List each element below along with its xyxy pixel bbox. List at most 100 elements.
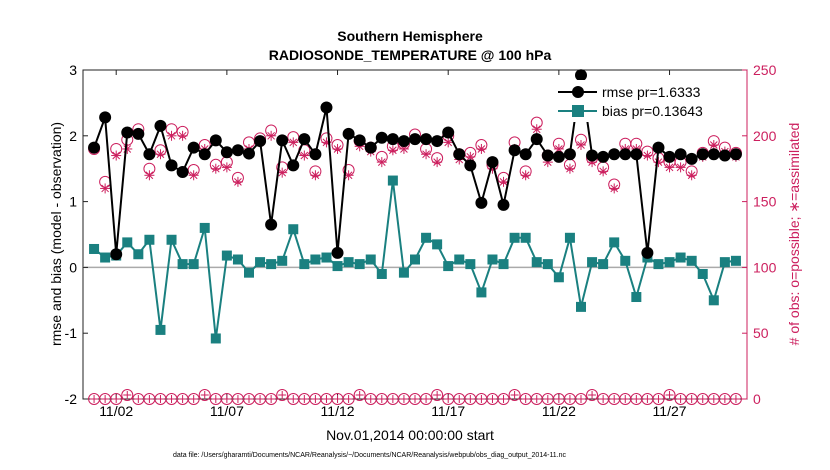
obs-assimilated-point — [443, 137, 454, 148]
asterisk-stroke — [577, 141, 585, 149]
rmse-point — [464, 159, 477, 172]
rmse-point — [530, 133, 543, 146]
left-y-tick-label: -1 — [65, 325, 78, 341]
obs-bottom-assimilated-point — [256, 395, 265, 403]
obs-bottom-assimilated-point — [300, 395, 309, 403]
asterisk-stroke — [687, 171, 696, 180]
obs-bottom-assimilated-point — [455, 395, 464, 403]
legend-rmse-marker — [572, 86, 584, 98]
obs-assimilated-point — [609, 183, 620, 194]
bias-point — [631, 292, 642, 303]
bias-point — [609, 237, 620, 248]
asterisk-stroke — [599, 167, 607, 176]
right-y-tick-label: 150 — [753, 194, 777, 210]
rmse-point — [420, 133, 433, 146]
bias-point — [421, 232, 432, 243]
asterisk-stroke — [167, 131, 176, 140]
bias-point — [332, 261, 343, 272]
obs-bottom-assimilated-point — [411, 395, 419, 403]
bias-point — [509, 232, 520, 243]
rmse-point — [718, 149, 731, 162]
obs-assimilated-point — [210, 163, 221, 174]
plot-area — [82, 69, 748, 400]
bias-point — [122, 237, 133, 248]
rmse-point — [597, 150, 610, 163]
rmse-point — [276, 134, 289, 147]
rmse-point — [88, 141, 101, 154]
left-y-tick-label: -2 — [65, 391, 78, 407]
bias-point — [387, 175, 398, 186]
asterisk-stroke — [234, 178, 242, 186]
obs-bottom-assimilated-point — [698, 395, 707, 403]
x-tick-label: 11/17 — [431, 403, 465, 419]
obs-bottom-possible-point — [663, 389, 676, 401]
asterisk-stroke — [422, 150, 430, 159]
obs-bottom-assimilated-point — [665, 391, 674, 399]
obs-assimilated-point — [177, 130, 188, 141]
obs-assimilated-point — [188, 170, 199, 181]
bias-point — [199, 222, 210, 233]
rmse-point — [309, 148, 322, 161]
rmse-point — [375, 131, 388, 144]
obs-bottom-assimilated-point — [599, 395, 608, 403]
obs-assimilated-point — [708, 140, 719, 151]
obs-bottom-assimilated-point — [444, 395, 453, 403]
legend-rmse-label: rmse pr=1.6333 — [602, 84, 701, 100]
rmse-point — [431, 135, 444, 148]
left-y-axis-label: rmse and bias (model - observation) — [48, 122, 64, 346]
chart-title-line2: RADIOSONDE_TEMPERATURE @ 100 hPa — [269, 47, 552, 63]
asterisk-stroke — [289, 138, 298, 147]
bias-point — [432, 239, 443, 250]
asterisk-stroke — [311, 171, 320, 180]
obs-assimilated-point — [100, 183, 111, 194]
obs-bottom-assimilated-point — [112, 395, 121, 403]
bias-point — [310, 254, 321, 265]
obs-bottom-assimilated-point — [245, 395, 253, 403]
obs-bottom-assimilated-point — [90, 395, 99, 403]
bias-point — [675, 252, 686, 263]
x-tick-label: 11/07 — [210, 403, 244, 419]
bias-point — [620, 255, 631, 266]
bias-point — [708, 295, 719, 306]
bias-point — [166, 234, 177, 245]
legend-box — [553, 80, 743, 122]
rmse-point — [342, 127, 355, 140]
asterisk-stroke — [676, 163, 685, 172]
left-y-tick-label: 1 — [69, 194, 77, 210]
bias-point — [343, 257, 354, 268]
obs-bottom-series — [88, 389, 742, 405]
bias-point — [155, 324, 166, 335]
asterisk-stroke — [555, 145, 563, 153]
obs-bottom-assimilated-point — [554, 395, 563, 403]
obs-bottom-assimilated-point — [366, 395, 375, 403]
obs-bottom-assimilated-point — [532, 395, 541, 403]
rmse-point — [386, 133, 399, 146]
left-y-tick-label: 3 — [69, 62, 77, 78]
rmse-point — [442, 126, 455, 139]
bias-point — [542, 259, 553, 270]
obs-assimilated-point — [598, 166, 609, 177]
rmse-point — [409, 133, 421, 146]
legend: rmse pr=1.6333 bias pr=0.13643 — [553, 80, 743, 122]
rmse-point — [320, 101, 333, 114]
asterisk-stroke — [101, 184, 109, 193]
left-y-tick-label: 2 — [69, 128, 77, 144]
right-y-tick-label: 100 — [753, 259, 777, 275]
obs-bottom-assimilated-point — [610, 395, 619, 403]
bias-point — [376, 268, 387, 279]
obs-bottom-assimilated-point — [687, 395, 696, 403]
obs-bottom-possible-point — [431, 389, 444, 401]
asterisk-stroke — [278, 168, 287, 177]
rmse-point — [608, 148, 621, 161]
obs-bottom-assimilated-point — [156, 395, 165, 403]
obs-assimilated-point — [653, 157, 664, 168]
bias-point — [719, 257, 730, 268]
asterisk-stroke — [377, 158, 386, 166]
obs-bottom-assimilated-point — [422, 395, 431, 403]
obs-assimilated-point — [266, 130, 277, 141]
x-axis-label: Nov.01,2014 00:00:00 start — [326, 427, 494, 443]
obs-assimilated-point — [144, 170, 155, 181]
obs-bottom-assimilated-point — [521, 395, 530, 403]
bias-point — [188, 259, 199, 270]
obs-assimilated-point — [221, 162, 232, 173]
